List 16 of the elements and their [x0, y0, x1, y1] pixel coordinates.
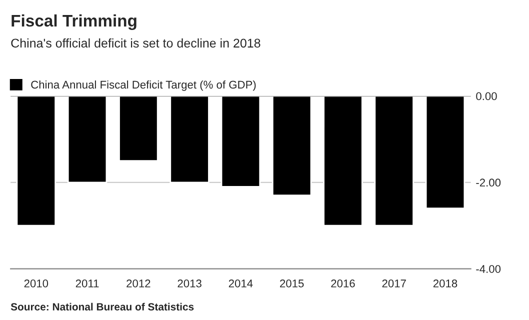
x-tick-label: 2015	[280, 280, 304, 288]
x-tick-label: 2017	[382, 280, 406, 288]
x-tick-label: 2018	[433, 280, 458, 288]
chart-title: Fiscal Trimming	[12, 14, 136, 30]
legend-label: China Annual Fiscal Deficit Target (% of GDP)	[31, 80, 256, 91]
x-tick-label: 2016	[331, 280, 355, 288]
x-tick-label: 2011	[76, 280, 99, 288]
x-tick-label: 2012	[126, 280, 150, 288]
y-tick-label: -2.00	[476, 178, 501, 187]
x-tick-label: 2010	[24, 280, 48, 288]
y-tick-label: 0.00	[476, 92, 497, 100]
chart-subtitle: China's official deficit is set to decline in 2018	[11, 38, 260, 48]
source-note: Source: National Bureau of Statistics	[10, 302, 194, 311]
x-tick-label: 2014	[228, 280, 253, 288]
y-tick-label: -4.00	[476, 265, 501, 273]
x-tick-label: 2013	[178, 280, 202, 288]
